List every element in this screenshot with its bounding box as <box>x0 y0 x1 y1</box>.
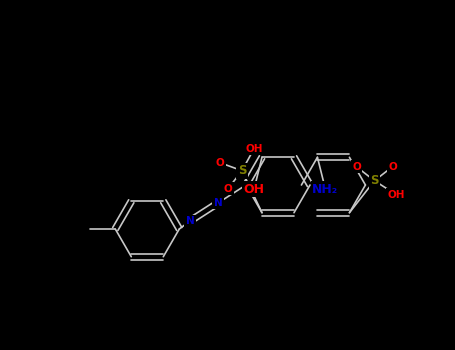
Text: O: O <box>352 162 361 172</box>
Text: OH: OH <box>243 183 264 196</box>
Text: NH₂: NH₂ <box>313 183 339 196</box>
Text: S: S <box>370 174 379 187</box>
Text: O: O <box>216 158 224 168</box>
Text: N: N <box>214 198 222 208</box>
Text: OH: OH <box>388 190 405 200</box>
Text: O: O <box>388 162 397 172</box>
Text: OH: OH <box>245 144 263 154</box>
Text: N: N <box>186 216 194 226</box>
Text: S: S <box>238 164 246 177</box>
Text: O: O <box>223 184 233 194</box>
